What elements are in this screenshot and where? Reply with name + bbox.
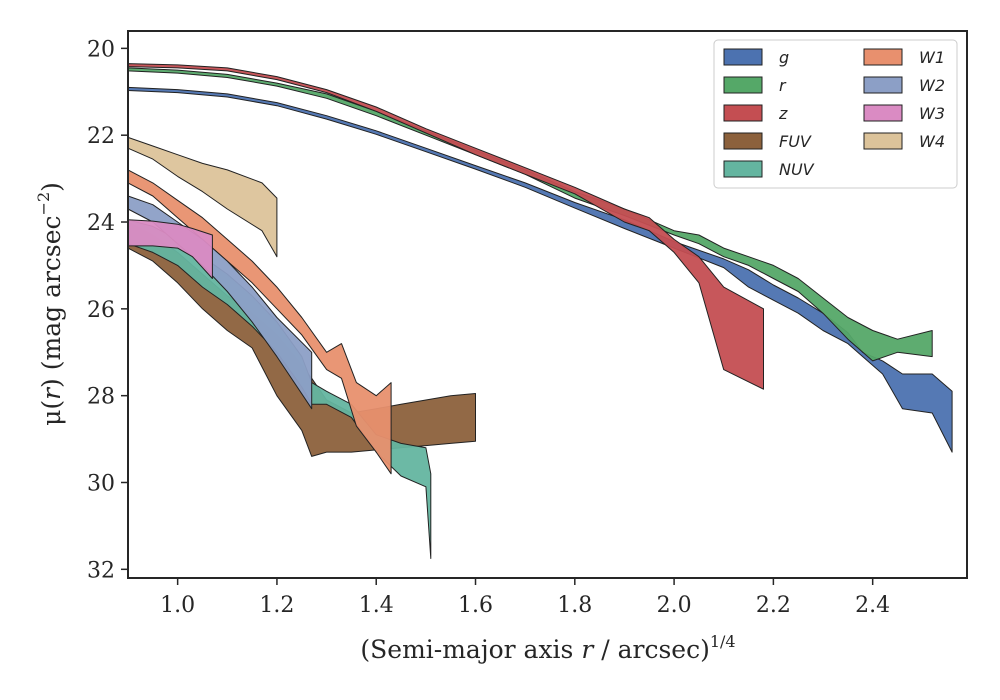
x-axis-label: (Semi-major axis r / arcsec)1/4 bbox=[360, 632, 735, 664]
y-axis-label-exponent: −2 bbox=[34, 192, 53, 216]
y-axis-label-tail: ) (mag arcsec bbox=[37, 215, 66, 388]
y-tick-label: 20 bbox=[87, 37, 115, 62]
x-axis-label-var: r bbox=[581, 635, 595, 664]
y-axis-label-close: ) bbox=[37, 182, 66, 192]
legend-swatch-g bbox=[723, 48, 763, 66]
x-axis-label-main: (Semi-major axis bbox=[360, 635, 581, 664]
legend-swatch-nuv bbox=[723, 160, 763, 178]
legend-label-w3: W3 bbox=[919, 104, 945, 123]
legend-label-fuv: FUV bbox=[779, 132, 812, 151]
legend-swatch-w4 bbox=[863, 132, 903, 150]
legend-items: grz FUV NUV W1 W2 W3 W4 bbox=[723, 48, 945, 179]
y-tick-label: 26 bbox=[87, 298, 115, 323]
x-tick-label: 1.0 bbox=[160, 593, 195, 618]
legend-label-w2: W2 bbox=[919, 76, 945, 95]
y-tick-label: 24 bbox=[87, 211, 115, 236]
y-axis-label-var: r bbox=[37, 386, 66, 400]
band-g bbox=[127, 86, 953, 453]
y-axis-label: μ(r) (mag arcsec−2) bbox=[34, 182, 66, 426]
y-tick-label: 32 bbox=[87, 558, 115, 583]
x-tick-label: 2.2 bbox=[756, 593, 791, 618]
x-tick-label: 1.8 bbox=[557, 593, 592, 618]
x-tick-label: 1.4 bbox=[359, 593, 394, 618]
legend-label-z: z bbox=[778, 104, 788, 123]
x-axis-label-exponent: 1/4 bbox=[710, 632, 736, 651]
legend-label-w4: W4 bbox=[919, 132, 945, 151]
y-axis-ticks: 20 22 24 26 28 30 32 bbox=[87, 37, 128, 583]
band-w3 bbox=[127, 219, 213, 279]
legend-label-g: g bbox=[779, 48, 789, 67]
x-tick-label: 2.4 bbox=[855, 593, 890, 618]
legend-swatch-r bbox=[723, 76, 763, 94]
band-layer bbox=[127, 63, 953, 559]
legend-label-r: r bbox=[779, 76, 787, 95]
legend-swatch-w2 bbox=[863, 76, 903, 94]
legend-swatch-w1 bbox=[863, 48, 903, 66]
legend-label-w1: W1 bbox=[919, 48, 945, 67]
plot-frame bbox=[127, 30, 968, 579]
x-tick-label: 2.0 bbox=[657, 593, 692, 618]
band-z bbox=[127, 63, 764, 390]
x-axis-ticks: 1.0 1.2 1.4 1.6 1.8 2.0 2.2 2.4 bbox=[160, 578, 890, 618]
x-tick-label: 1.2 bbox=[259, 593, 294, 618]
x-tick-label: 1.6 bbox=[458, 593, 493, 618]
legend-swatch-z bbox=[723, 104, 763, 122]
y-axis-label-main: μ( bbox=[37, 400, 66, 426]
legend: grz FUV NUV W1 W2 W3 W4 bbox=[713, 39, 958, 189]
legend-swatch-w3 bbox=[863, 104, 903, 122]
y-tick-label: 22 bbox=[87, 124, 115, 149]
legend-swatch-fuv bbox=[723, 132, 763, 150]
legend-label-nuv: NUV bbox=[779, 160, 815, 179]
x-axis-label-tail: / arcsec) bbox=[593, 635, 710, 664]
band-w4 bbox=[127, 136, 278, 258]
y-tick-label: 28 bbox=[87, 385, 115, 410]
y-tick-label: 30 bbox=[87, 471, 115, 496]
